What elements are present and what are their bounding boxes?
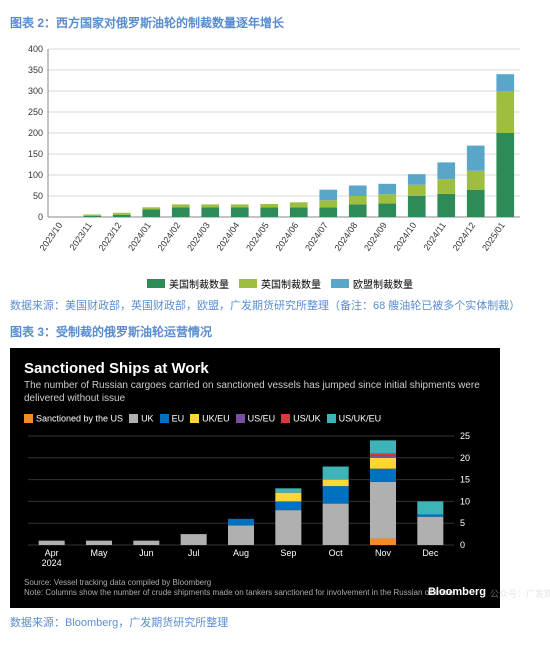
svg-text:Nov: Nov [375,548,392,558]
svg-text:2024: 2024 [42,558,62,567]
svg-text:100: 100 [28,170,43,180]
svg-text:5: 5 [460,518,465,528]
chart1-title: 图表 2：西方国家对俄罗斯油轮的制裁数量逐年增长 [10,14,540,31]
svg-text:200: 200 [28,128,43,138]
chart2-source: 数据来源：Bloomberg，广发期货研究所整理 [10,614,540,630]
chart2-subtitle: The number of Russian cargoes carried on… [24,379,486,405]
svg-text:2024/06: 2024/06 [274,220,301,252]
svg-text:2024/11: 2024/11 [421,220,447,252]
legend-label: US/EU [248,414,276,424]
svg-text:2024/01: 2024/01 [126,220,153,252]
legend-swatch [327,414,336,423]
svg-text:2025/01: 2025/01 [480,220,507,252]
legend-label: EU [172,414,185,424]
legend-swatch [129,414,138,423]
svg-text:2024/04: 2024/04 [215,220,242,252]
chart1-legend: 美国制裁数量 英国制裁数量 欧盟制裁数量 [10,276,540,291]
chart2-legend: Sanctioned by the US UK EU UK/EU US/EU US/UK U… [24,413,486,424]
svg-text:2024/08: 2024/08 [333,220,360,252]
legend-label: 欧盟制裁数量 [353,280,413,291]
chart1-svg: 0501001502002503003504002023/102023/1120… [10,39,530,269]
svg-text:10: 10 [460,496,470,506]
svg-text:50: 50 [33,191,43,201]
legend-label: UK/EU [202,414,230,424]
svg-text:2023/10: 2023/10 [38,220,65,252]
svg-text:Jul: Jul [188,548,200,558]
svg-text:2024/05: 2024/05 [244,220,271,252]
svg-text:0: 0 [38,212,43,222]
bloomberg-logo: Bloomberg [428,586,486,598]
legend-swatch [331,279,349,288]
watermark: 公众号：广发期货研究 [490,587,550,600]
svg-text:2024/12: 2024/12 [451,220,478,252]
chart1-source: 数据来源：美国财政部，英国财政部，欧盟，广发期货研究所整理（备注：68 艘油轮已… [10,297,540,313]
svg-text:2024/07: 2024/07 [303,220,330,252]
legend-swatch [236,414,245,423]
svg-text:Oct: Oct [329,548,344,558]
svg-text:25: 25 [460,432,470,441]
legend-swatch [190,414,199,423]
chart2-footer2: Note: Columns show the number of crude s… [24,588,486,598]
legend-swatch [24,414,33,423]
svg-text:2024/03: 2024/03 [185,220,212,252]
legend-swatch [147,279,165,288]
svg-text:2024/09: 2024/09 [362,220,389,252]
svg-text:350: 350 [28,65,43,75]
svg-text:Dec: Dec [422,548,439,558]
legend-label: 美国制裁数量 [169,280,229,291]
chart2-footer1: Source: Vessel tracking data compiled by… [24,578,486,588]
svg-text:250: 250 [28,107,43,117]
svg-text:Jun: Jun [139,548,154,558]
svg-text:May: May [90,548,108,558]
svg-text:15: 15 [460,474,470,484]
svg-text:300: 300 [28,86,43,96]
legend-label: US/UK [293,414,321,424]
chart2-footer: Source: Vessel tracking data compiled by… [24,578,486,599]
legend-label: Sanctioned by the US [36,414,123,424]
chart2-headline: Sanctioned Ships at Work [24,360,486,377]
legend-swatch [239,279,257,288]
svg-text:Sep: Sep [280,548,296,558]
svg-text:2023/12: 2023/12 [97,220,124,252]
svg-text:Apr: Apr [45,548,59,558]
legend-label: 英国制裁数量 [261,280,321,291]
chart2-wrapper: Sanctioned Ships at Work The number of R… [10,348,500,608]
legend-swatch [281,414,290,423]
svg-text:Aug: Aug [233,548,249,558]
svg-text:2024/02: 2024/02 [156,220,183,252]
legend-label: UK [141,414,154,424]
svg-text:2023/11: 2023/11 [67,220,93,252]
legend-swatch [160,414,169,423]
svg-text:0: 0 [460,540,465,550]
svg-text:400: 400 [28,44,43,54]
svg-text:2024/10: 2024/10 [392,220,419,252]
svg-text:20: 20 [460,452,470,462]
chart2-svg: 0 5 10 15 20 25 Apr2024 May Jun Jul Aug Sep Oct Nov De… [24,432,484,567]
chart2-title-label: 图表 3：受制裁的俄罗斯油轮运营情况 [10,323,540,340]
svg-text:150: 150 [28,149,43,159]
legend-label: US/UK/EU [339,414,382,424]
